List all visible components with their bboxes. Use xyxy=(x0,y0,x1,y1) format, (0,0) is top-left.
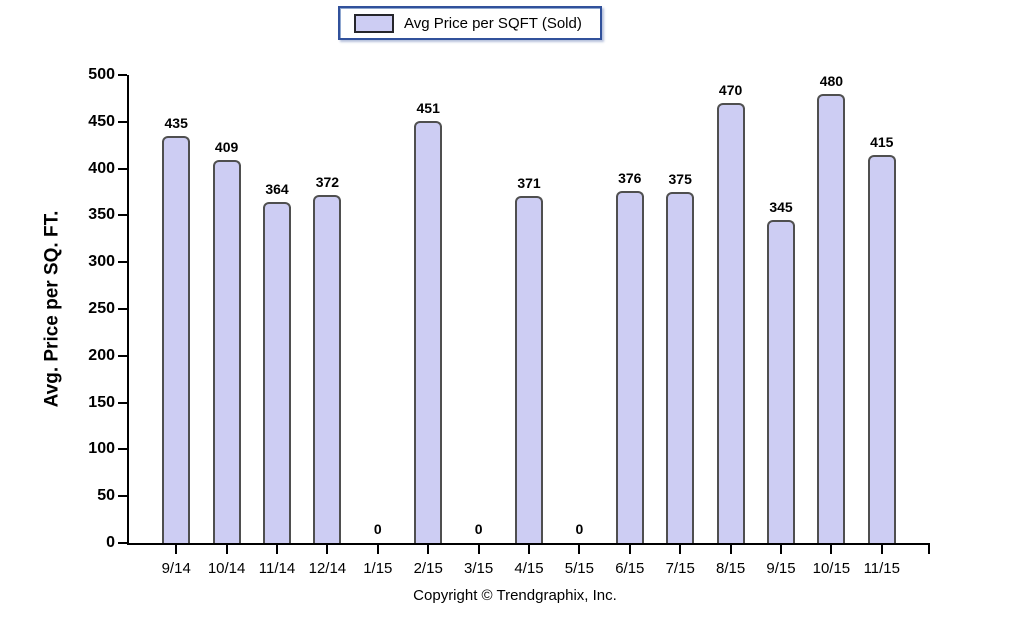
x-axis-tick xyxy=(376,545,379,554)
x-axis-tick-label: 9/15 xyxy=(766,560,796,577)
bar xyxy=(414,121,443,543)
bar-value-label: 375 xyxy=(668,171,692,187)
bar xyxy=(313,195,342,543)
y-axis-tick xyxy=(118,214,127,217)
x-axis-end-tick xyxy=(928,545,930,554)
x-axis-tick-label: 6/15 xyxy=(615,560,645,577)
y-axis-tick xyxy=(118,401,127,404)
legend-swatch xyxy=(354,13,394,33)
legend-label: Avg Price per SQFT (Sold) xyxy=(404,14,582,32)
bar-value-label: 0 xyxy=(575,521,584,537)
bar-value-label: 345 xyxy=(769,199,793,215)
x-axis-tick xyxy=(326,545,329,554)
bar xyxy=(212,160,241,543)
x-axis-tick-label: 10/14 xyxy=(207,560,246,577)
y-axis-tick xyxy=(118,542,127,544)
bar-value-label: 409 xyxy=(214,139,239,155)
y-axis-tick-label: 200 xyxy=(88,346,115,364)
x-axis-tick xyxy=(830,545,833,554)
x-axis-tick-label: 12/14 xyxy=(308,560,347,577)
x-axis-tick xyxy=(528,545,530,554)
bar-value-label: 415 xyxy=(870,134,894,150)
bar-value-label: 372 xyxy=(315,174,340,190)
x-axis-tick-label: 9/14 xyxy=(161,560,191,577)
x-axis-tick xyxy=(477,545,480,554)
x-axis-tick-label: 11/15 xyxy=(863,560,900,577)
x-axis-tick-label: 11/14 xyxy=(258,560,296,577)
bar xyxy=(817,94,846,543)
y-axis-tick-label: 100 xyxy=(88,440,115,458)
y-axis-tick-label: 50 xyxy=(97,487,115,505)
y-axis-tick xyxy=(118,354,127,357)
bar-value-label: 0 xyxy=(474,521,483,537)
x-axis-tick xyxy=(175,545,178,554)
legend: Avg Price per SQFT (Sold) xyxy=(338,6,602,40)
x-axis-tick-label: 7/15 xyxy=(665,560,695,577)
y-axis-tick-label: 350 xyxy=(88,206,115,224)
x-axis-tick-label: 8/15 xyxy=(715,560,746,577)
x-axis-tick xyxy=(729,545,732,554)
y-axis-tick xyxy=(118,495,127,498)
y-axis-tick xyxy=(118,167,127,170)
x-axis-tick xyxy=(880,545,883,554)
bar-value-label: 470 xyxy=(718,82,743,98)
plot-area: 0 50 100 150 200 250 300 350 400 450 500 435 409 364… xyxy=(88,67,930,577)
copyright-text: Copyright © Trendgraphix, Inc. xyxy=(413,587,617,604)
y-axis-tick xyxy=(118,261,127,264)
x-axis-tick xyxy=(276,545,278,554)
x-axis-tick xyxy=(628,545,631,554)
y-axis-tick-label: 250 xyxy=(88,300,115,317)
x-axis-tick-label: 1/15 xyxy=(363,560,393,577)
bar xyxy=(615,191,644,543)
y-axis-tick-label: 400 xyxy=(88,159,115,177)
x-axis-tick-label: 3/15 xyxy=(463,560,494,577)
y-axis-title: Avg. Price per SQ. FT. xyxy=(41,210,62,408)
bar xyxy=(162,136,191,543)
x-axis-tick xyxy=(427,545,430,554)
x-axis-tick xyxy=(780,545,782,554)
y-axis-tick-label: 300 xyxy=(88,253,115,271)
y-axis-tick-label: 150 xyxy=(88,393,115,411)
x-axis-tick xyxy=(679,545,682,554)
bar xyxy=(515,196,543,543)
x-axis-tick-label: 10/15 xyxy=(812,560,851,577)
x-axis-tick-label: 4/15 xyxy=(514,560,544,577)
y-axis-tick xyxy=(118,448,127,451)
x-axis-tick xyxy=(578,545,581,554)
bar xyxy=(767,220,795,543)
x-axis-tick-label: 2/15 xyxy=(413,560,443,577)
bar-value-label: 480 xyxy=(819,73,844,89)
y-axis-tick xyxy=(118,308,127,310)
y-axis-tick-label: 450 xyxy=(88,112,115,130)
y-axis-tick-label: 500 xyxy=(88,66,115,83)
y-axis-tick xyxy=(118,74,127,76)
bar xyxy=(867,155,896,543)
x-axis-tick-label: 5/15 xyxy=(564,560,594,577)
bar xyxy=(666,192,695,543)
bar-value-label: 371 xyxy=(517,175,541,191)
bar-value-label: 435 xyxy=(164,115,188,131)
bar xyxy=(716,103,745,543)
bar-value-label: 451 xyxy=(416,100,440,116)
bar-value-label: 376 xyxy=(618,170,642,186)
y-axis-tick-label: 0 xyxy=(106,534,115,551)
y-axis-tick xyxy=(118,120,127,123)
bar xyxy=(263,202,291,543)
x-axis-tick xyxy=(225,545,228,554)
bar-value-label: 0 xyxy=(373,521,382,537)
bar-value-label: 364 xyxy=(265,181,289,197)
